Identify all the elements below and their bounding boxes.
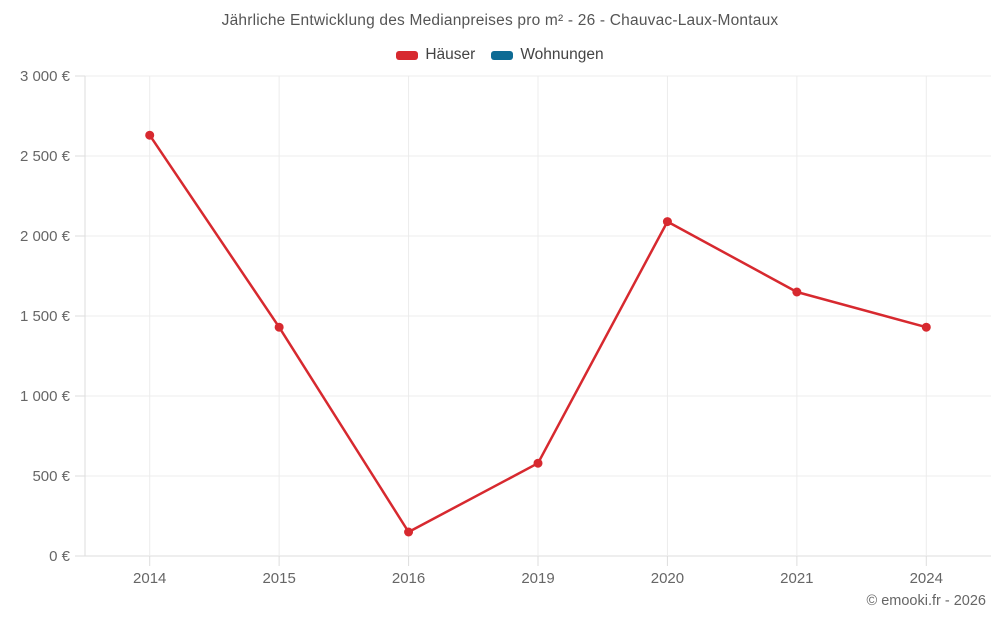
legend-swatch-haeuser-icon: [396, 50, 419, 60]
x-tick-label: 2014: [133, 570, 166, 587]
x-tick-label: 2020: [651, 570, 684, 587]
legend-swatch-wohnungen-icon: [491, 50, 514, 60]
y-tick-label: 500 €: [32, 468, 70, 485]
x-tick-label: 2015: [262, 570, 295, 587]
legend-label-wohnungen: Wohnungen: [520, 46, 604, 63]
x-tick-label: 2016: [392, 570, 425, 587]
data-point-2019[interactable]: [533, 458, 543, 468]
data-point-2014[interactable]: [145, 130, 155, 140]
data-point-2015[interactable]: [274, 322, 284, 332]
data-point-2024[interactable]: [921, 322, 931, 332]
x-tick-label: 2021: [780, 570, 813, 587]
y-tick-label: 2 500 €: [20, 148, 71, 165]
data-point-2016[interactable]: [404, 527, 414, 537]
y-tick-label: 2 000 €: [20, 228, 71, 245]
data-point-2020[interactable]: [662, 217, 672, 227]
y-tick-label: 1 000 €: [20, 388, 71, 405]
legend: Häuser Wohnungen: [0, 46, 1000, 64]
footer-credit: © emooki.fr - 2026: [866, 593, 986, 609]
legend-label-haeuser: Häuser: [425, 46, 476, 63]
x-tick-label: 2024: [910, 570, 943, 587]
y-tick-label: 3 000 €: [20, 68, 71, 85]
x-tick-label: 2019: [521, 570, 554, 587]
chart-title: Jährliche Entwicklung des Medianpreises …: [221, 12, 779, 29]
data-point-2021[interactable]: [792, 287, 802, 297]
y-tick-label: 0 €: [49, 548, 71, 565]
y-tick-label: 1 500 €: [20, 308, 71, 325]
legend-item-haeuser[interactable]: Häuser: [396, 46, 475, 64]
legend-item-wohnungen[interactable]: Wohnungen: [491, 46, 604, 64]
